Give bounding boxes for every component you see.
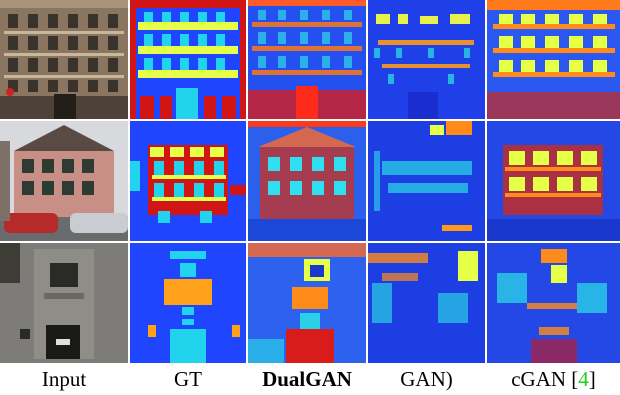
caption-cgan-prefix: cGAN [ <box>511 367 579 391</box>
row3-gt-labelmap <box>130 243 246 363</box>
row3-gan-output <box>368 243 485 363</box>
row2-input-photo <box>0 121 128 241</box>
row2-dualgan-output <box>248 121 366 241</box>
caption-gan: GAN) <box>400 367 453 391</box>
row2-gt-labelmap <box>130 121 246 241</box>
row3-input-photo <box>0 243 128 363</box>
row2-gan-output <box>368 121 485 241</box>
row2-cgan-output <box>487 121 620 241</box>
caption-dualgan: DualGAN <box>262 367 352 391</box>
caption-gt: GT <box>174 367 202 391</box>
row3-dualgan-output <box>248 243 366 363</box>
row1-dualgan-output <box>248 0 366 119</box>
row1-gan-output <box>368 0 485 119</box>
row3-cgan-output <box>487 243 620 363</box>
caption-cgan-suffix: ] <box>588 367 596 391</box>
caption-input: Input <box>41 367 87 391</box>
row1-input-photo <box>0 0 128 119</box>
caption-cgan: cGAN [4] <box>487 366 620 392</box>
row1-cgan-output <box>487 0 620 119</box>
row1-gt-labelmap <box>130 0 246 119</box>
citation-link[interactable]: 4 <box>578 367 589 391</box>
